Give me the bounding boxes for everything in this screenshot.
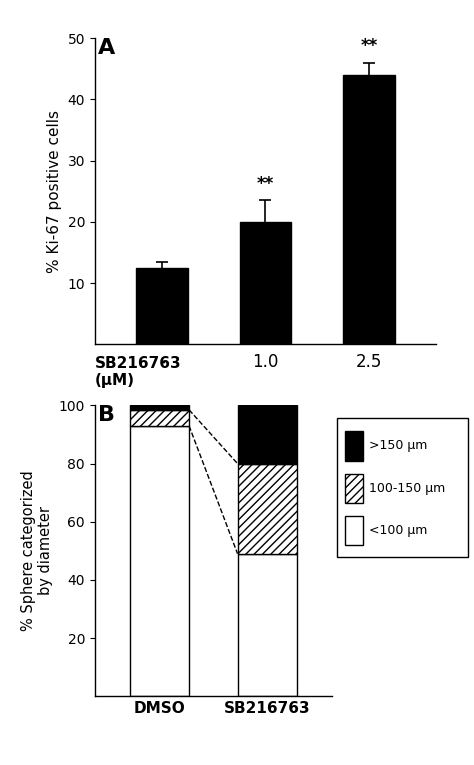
Bar xyxy=(343,75,395,344)
Bar xyxy=(239,222,292,344)
Text: <100 μm: <100 μm xyxy=(369,524,427,536)
Y-axis label: % Sphere categorized
by diameter: % Sphere categorized by diameter xyxy=(21,470,53,631)
Text: (μM): (μM) xyxy=(95,373,135,388)
Text: **: ** xyxy=(360,37,377,55)
Text: SB216763: SB216763 xyxy=(95,356,182,371)
Bar xyxy=(130,426,189,696)
Y-axis label: % Ki-67 positive cells: % Ki-67 positive cells xyxy=(47,109,62,273)
Text: >150 μm: >150 μm xyxy=(369,440,427,452)
Bar xyxy=(237,554,297,696)
Bar xyxy=(237,464,297,554)
Bar xyxy=(136,268,188,344)
Text: B: B xyxy=(98,405,115,425)
Text: **: ** xyxy=(257,175,274,193)
Bar xyxy=(237,405,297,464)
Text: A: A xyxy=(98,38,115,58)
Bar xyxy=(130,410,189,426)
Bar xyxy=(130,405,189,410)
Text: 100-150 μm: 100-150 μm xyxy=(369,482,445,494)
